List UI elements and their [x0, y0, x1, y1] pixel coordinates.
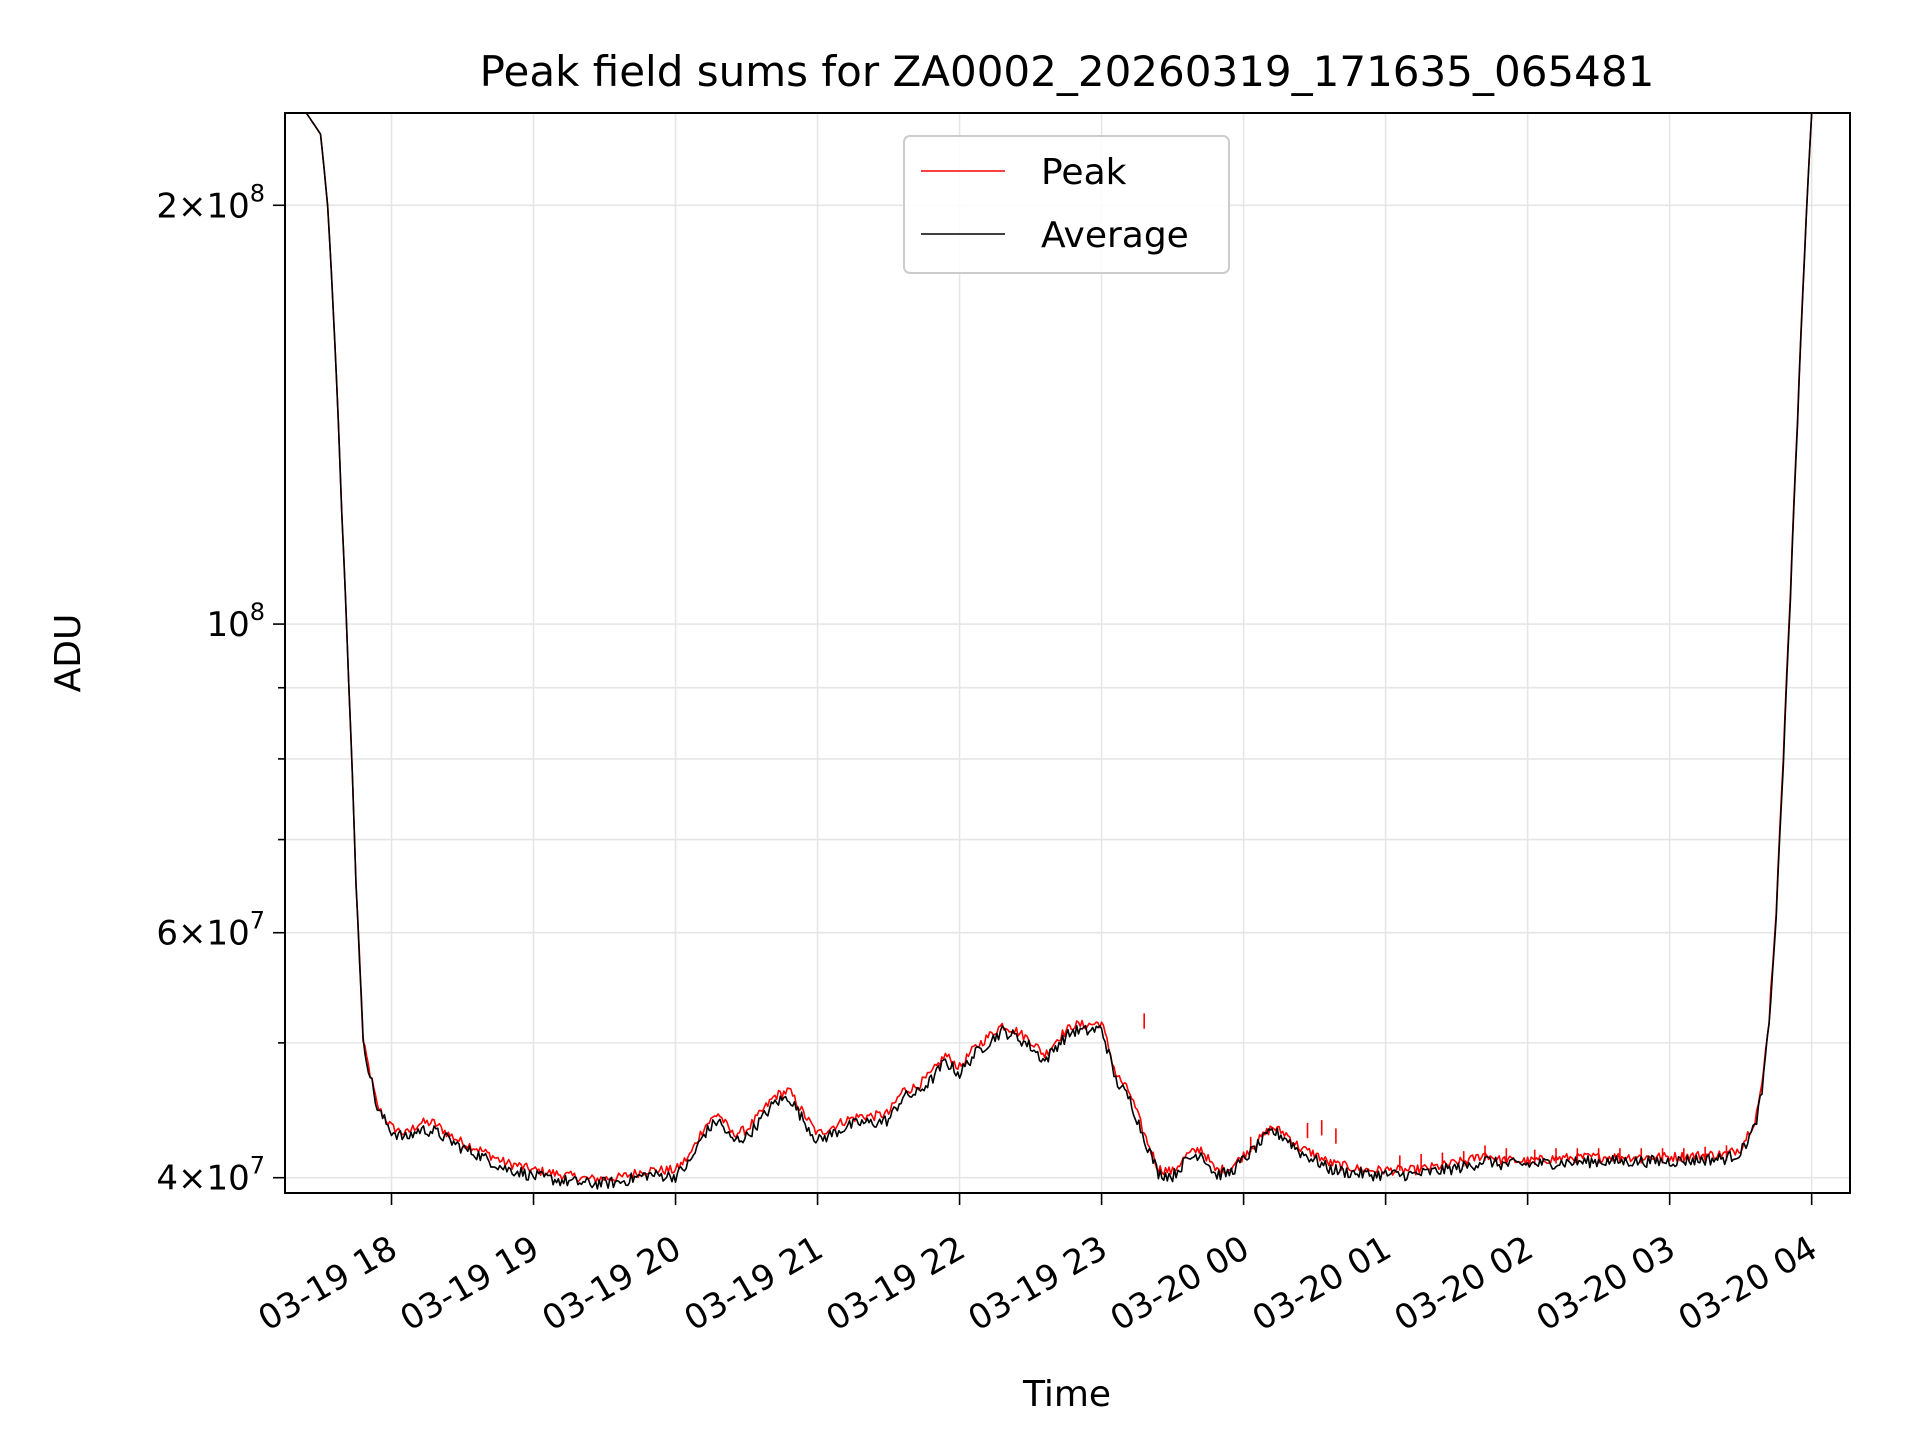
x-tick-label: 03-20 04 — [1672, 1228, 1824, 1339]
x-tick-label: 03-19 20 — [536, 1228, 688, 1339]
x-tick-label: 03-20 01 — [1246, 1228, 1398, 1339]
x-tick-label: 03-19 19 — [394, 1228, 546, 1339]
grid — [285, 113, 1850, 1193]
x-tick-label: 03-20 00 — [1104, 1228, 1256, 1339]
x-tick-label: 03-19 21 — [678, 1228, 830, 1339]
series-group — [285, 113, 1850, 1190]
chart-title: Peak field sums for ZA0002_20260319_1716… — [480, 47, 1655, 96]
legend-average-label: Average — [1041, 215, 1189, 256]
average-series-line — [285, 113, 1850, 1190]
plot-series — [285, 113, 1850, 1190]
x-tick-label: 03-19 23 — [962, 1228, 1114, 1339]
y-tick-label: 6×107 — [156, 907, 265, 954]
x-tick-label: 03-19 22 — [820, 1228, 972, 1339]
legend-peak-label: Peak — [1041, 152, 1127, 193]
y-axis-label: ADU — [48, 614, 89, 693]
y-tick-label: 4×107 — [156, 1152, 265, 1199]
x-axis-label: Time — [1022, 1374, 1111, 1415]
x-tick-label: 03-20 03 — [1530, 1228, 1682, 1339]
y-axis-ticks: 4×107 6×107 108 2×108 — [156, 179, 285, 1199]
x-tick-label: 03-19 18 — [252, 1228, 404, 1339]
y-tick-label: 2×108 — [156, 179, 265, 226]
plot-frame — [284, 112, 1851, 1194]
x-tick-label: 03-20 02 — [1388, 1228, 1540, 1339]
legend: Peak Average — [903, 135, 1230, 274]
y-tick-label: 108 — [206, 598, 265, 645]
